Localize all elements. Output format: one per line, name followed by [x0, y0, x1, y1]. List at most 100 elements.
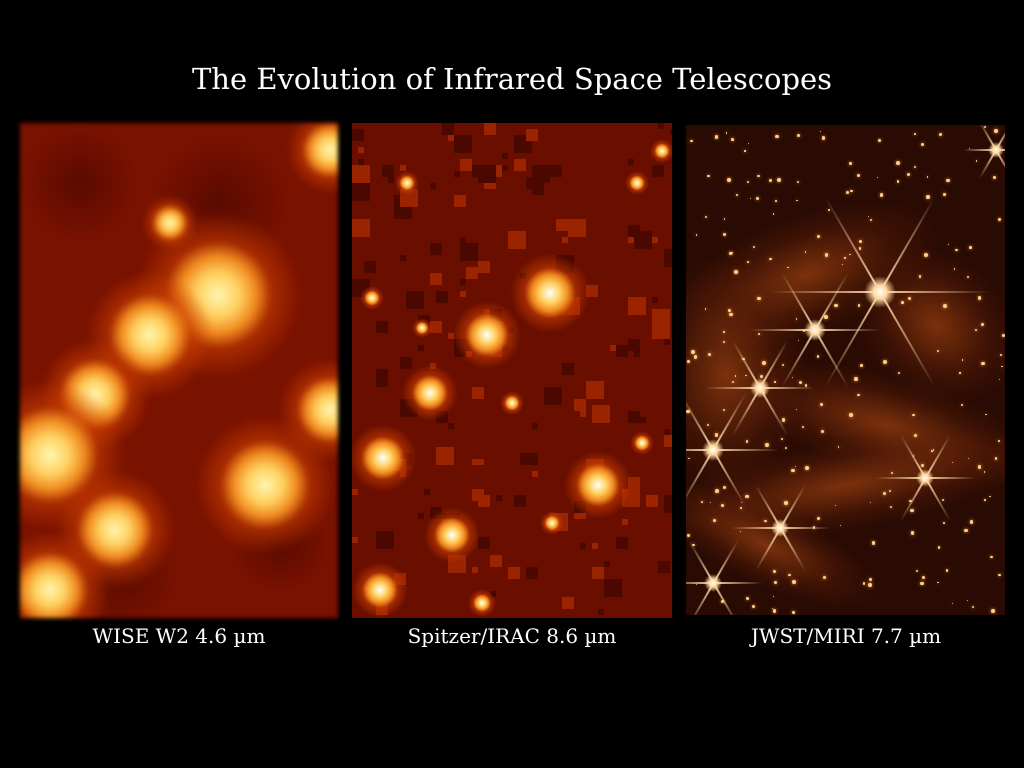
noise-pixel: [652, 297, 658, 303]
jwst-caption: JWST/MIRI 7.7 µm: [750, 624, 942, 648]
noise-pixel: [652, 165, 664, 177]
star: [707, 423, 710, 426]
star: [784, 501, 788, 505]
star: [686, 409, 691, 414]
noise-pixel: [562, 597, 574, 609]
star: [978, 296, 982, 300]
star: [952, 461, 954, 463]
source-blob: [352, 562, 408, 618]
diffraction-spike: [686, 582, 763, 584]
noise-pixel: [532, 183, 544, 195]
noise-pixel: [550, 165, 562, 177]
star: [693, 355, 698, 359]
noise-pixel: [616, 345, 628, 357]
star: [947, 244, 949, 246]
noise-pixel: [652, 237, 658, 243]
noise-pixel: [586, 381, 604, 399]
source-blob: [286, 123, 338, 194]
star: [969, 246, 972, 249]
noise-pixel: [352, 537, 358, 543]
noise-pixel: [478, 459, 484, 465]
star: [801, 426, 804, 429]
star: [926, 176, 929, 178]
star: [787, 267, 789, 269]
spitzer-image: [352, 123, 672, 618]
star: [827, 209, 830, 212]
noise-pixel: [652, 321, 670, 339]
star: [729, 252, 732, 255]
noise-pixel: [376, 531, 394, 549]
noise-pixel: [502, 153, 508, 159]
star: [834, 303, 839, 308]
star: [994, 456, 998, 460]
star: [945, 569, 949, 572]
star: [937, 546, 940, 549]
star: [870, 218, 873, 221]
noise-pixel: [448, 135, 454, 141]
star: [906, 173, 911, 177]
bright-star: [915, 468, 935, 488]
star: [839, 525, 841, 527]
noise-pixel: [622, 519, 628, 525]
star: [820, 429, 825, 434]
noise-pixel: [430, 273, 442, 285]
star: [722, 340, 726, 344]
star: [862, 582, 866, 586]
star: [924, 252, 928, 257]
noise-pixel: [376, 321, 388, 333]
noise-pixel: [352, 489, 358, 495]
noise-pixel: [592, 567, 604, 579]
noise-pixel: [556, 219, 568, 231]
star: [714, 432, 719, 437]
star: [932, 448, 935, 451]
noise-pixel: [352, 219, 370, 237]
star: [745, 374, 747, 377]
star: [757, 296, 761, 301]
star: [968, 148, 970, 150]
wise-caption: WISE W2 4.6 µm: [92, 624, 266, 648]
star: [953, 268, 956, 270]
noise-pixel: [580, 543, 586, 549]
star: [734, 374, 737, 377]
noise-pixel: [634, 351, 640, 357]
star: [882, 491, 886, 495]
star: [959, 372, 961, 374]
star: [997, 217, 1001, 222]
star: [787, 573, 791, 577]
noise-pixel: [460, 279, 466, 285]
noise-pixel: [382, 165, 394, 177]
source-blob: [650, 139, 672, 163]
star: [772, 213, 775, 215]
star: [859, 364, 863, 367]
bright-star: [770, 518, 790, 538]
star: [909, 508, 914, 513]
star: [914, 133, 916, 135]
star: [692, 543, 695, 547]
noise-pixel: [424, 489, 430, 495]
star: [796, 180, 800, 184]
noise-pixel: [532, 165, 550, 183]
star: [747, 181, 749, 184]
star: [961, 404, 964, 407]
noise-pixel: [442, 123, 454, 135]
star: [797, 339, 800, 342]
star: [964, 528, 969, 533]
star: [795, 317, 798, 320]
noise-pixel: [532, 423, 538, 429]
star: [729, 312, 733, 317]
noise-pixel: [466, 267, 478, 279]
star: [883, 360, 887, 365]
star: [744, 150, 746, 152]
star: [991, 608, 996, 613]
star: [773, 609, 777, 613]
star: [757, 174, 760, 178]
bright-star: [988, 142, 1004, 158]
star: [936, 349, 940, 353]
noise-pixel: [454, 195, 466, 207]
noise-pixel: [472, 567, 478, 573]
star: [772, 595, 775, 598]
star: [804, 384, 808, 387]
star: [989, 495, 991, 498]
source-blob: [453, 301, 521, 369]
star: [805, 466, 809, 471]
